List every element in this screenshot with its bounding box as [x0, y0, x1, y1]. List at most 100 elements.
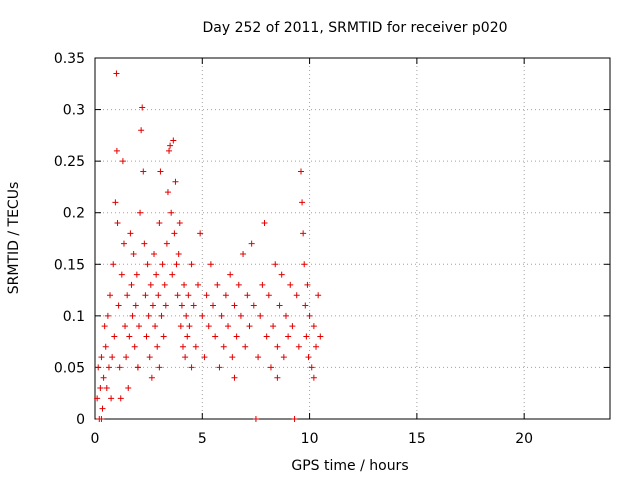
data-point	[147, 281, 154, 288]
data-point	[169, 271, 176, 278]
data-point	[244, 292, 251, 299]
grid-lines	[95, 58, 610, 419]
data-point	[182, 354, 189, 361]
data-point	[130, 250, 137, 257]
data-point	[293, 292, 300, 299]
data-point	[225, 323, 232, 330]
data-point	[261, 220, 268, 227]
data-point	[199, 312, 206, 319]
x-tick-label: 5	[198, 431, 207, 447]
data-point	[227, 271, 234, 278]
data-point	[131, 343, 138, 350]
y-tick-label: 0.3	[63, 103, 85, 119]
data-point	[250, 302, 257, 309]
data-point	[231, 374, 238, 381]
data-point	[303, 333, 310, 340]
data-point	[214, 281, 221, 288]
data-point	[118, 271, 125, 278]
data-point	[133, 271, 140, 278]
data-point	[255, 354, 262, 361]
data-point	[151, 250, 158, 257]
data-point	[190, 302, 197, 309]
data-point	[112, 199, 119, 206]
data-point	[105, 364, 112, 371]
y-tick-label: 0	[76, 412, 85, 428]
data-point	[310, 323, 317, 330]
data-point	[157, 168, 164, 175]
data-point	[174, 292, 181, 299]
data-point	[186, 323, 193, 330]
data-point	[158, 312, 165, 319]
y-tick-label: 0.25	[54, 154, 85, 170]
data-point	[300, 230, 307, 237]
y-tick-label: 0.05	[54, 360, 85, 376]
y-tick-label: 0.1	[63, 309, 85, 325]
data-point	[146, 354, 153, 361]
y-tick-label: 0.15	[54, 257, 85, 273]
data-point	[123, 354, 130, 361]
data-point	[160, 333, 167, 340]
data-point	[246, 323, 253, 330]
data-point	[282, 312, 289, 319]
data-point	[143, 333, 150, 340]
data-point	[242, 343, 249, 350]
data-point	[95, 364, 102, 371]
data-point	[149, 302, 156, 309]
data-point	[153, 271, 160, 278]
data-point	[108, 395, 115, 402]
x-tick-label: 0	[91, 431, 100, 447]
data-point	[308, 364, 315, 371]
data-point	[171, 230, 178, 237]
data-point	[181, 281, 188, 288]
data-point	[248, 240, 255, 247]
data-point	[192, 343, 199, 350]
data-point	[184, 333, 191, 340]
data-point	[98, 416, 105, 422]
data-point	[188, 364, 195, 371]
data-point	[272, 261, 279, 268]
data-point	[235, 281, 242, 288]
data-point	[178, 302, 185, 309]
data-point	[274, 374, 281, 381]
data-point	[173, 261, 180, 268]
data-point	[274, 343, 281, 350]
y-axis-ticks: 0 0.05 0.1 0.15 0.2 0.25 0.3 0.35	[54, 51, 610, 428]
data-point	[132, 302, 139, 309]
data-point	[176, 220, 183, 227]
data-point	[197, 230, 204, 237]
data-point	[175, 250, 182, 257]
data-point	[114, 220, 121, 227]
data-points	[94, 70, 324, 422]
data-point	[161, 281, 168, 288]
data-point	[231, 302, 238, 309]
data-point	[164, 189, 171, 196]
data-point	[137, 209, 144, 216]
data-point	[159, 261, 166, 268]
data-point	[103, 385, 110, 392]
data-point	[287, 281, 294, 288]
data-point	[301, 261, 308, 268]
data-point	[99, 405, 106, 412]
data-point	[170, 137, 177, 144]
data-point	[134, 364, 141, 371]
data-point	[265, 292, 272, 299]
data-point	[278, 271, 285, 278]
data-point	[128, 281, 135, 288]
data-point	[222, 292, 229, 299]
data-point	[102, 343, 109, 350]
data-point	[276, 302, 283, 309]
data-point	[201, 354, 208, 361]
data-point	[302, 302, 309, 309]
data-point	[267, 364, 274, 371]
x-axis-ticks: 0 5 10 15 20	[91, 58, 533, 447]
data-point	[183, 312, 190, 319]
data-point	[154, 343, 161, 350]
data-point	[148, 374, 155, 381]
data-point	[116, 364, 123, 371]
data-point	[141, 240, 148, 247]
data-point	[166, 147, 173, 154]
data-point	[298, 168, 304, 175]
data-point	[285, 333, 292, 340]
data-point	[295, 343, 302, 350]
